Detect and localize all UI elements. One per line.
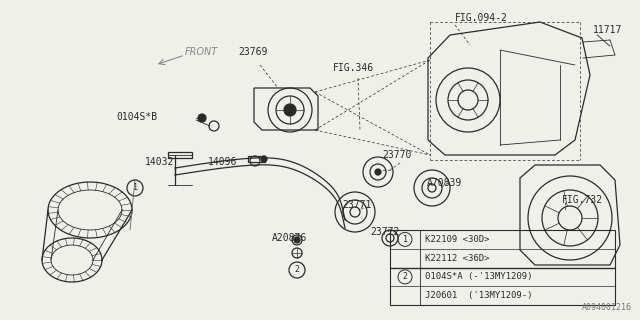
Text: 2: 2 xyxy=(294,266,300,275)
Circle shape xyxy=(261,156,267,162)
Text: FIG.346: FIG.346 xyxy=(333,63,374,73)
Text: K22109 <30D>: K22109 <30D> xyxy=(425,235,490,244)
Text: 23771: 23771 xyxy=(342,200,371,210)
Circle shape xyxy=(386,234,394,242)
Circle shape xyxy=(428,184,436,192)
Text: 2: 2 xyxy=(403,272,408,281)
Text: 23770: 23770 xyxy=(382,150,412,160)
Text: 14032: 14032 xyxy=(145,157,174,167)
Text: K22112 <36D>: K22112 <36D> xyxy=(425,254,490,263)
Text: 1: 1 xyxy=(132,183,138,193)
Text: FIG.732: FIG.732 xyxy=(562,195,603,205)
Text: A20876: A20876 xyxy=(272,233,307,243)
Text: FRONT: FRONT xyxy=(185,47,218,57)
Bar xyxy=(390,230,615,305)
Circle shape xyxy=(375,169,381,175)
Circle shape xyxy=(558,206,582,230)
Circle shape xyxy=(198,114,206,122)
Text: 11717: 11717 xyxy=(593,25,622,35)
Circle shape xyxy=(350,207,360,217)
Text: A094001216: A094001216 xyxy=(582,303,632,312)
Text: 23772: 23772 xyxy=(370,227,399,237)
Circle shape xyxy=(284,104,296,116)
Text: A70839: A70839 xyxy=(427,178,462,188)
Text: FIG.094-2: FIG.094-2 xyxy=(455,13,508,23)
Circle shape xyxy=(458,90,478,110)
Circle shape xyxy=(294,237,300,243)
Text: 23769: 23769 xyxy=(238,47,268,57)
Text: 1: 1 xyxy=(403,235,408,244)
Text: 0104S*A (-'13MY1209): 0104S*A (-'13MY1209) xyxy=(425,272,532,281)
Text: 0104S*B: 0104S*B xyxy=(116,112,157,122)
Text: 14096: 14096 xyxy=(208,157,237,167)
Text: J20601  ('13MY1209-): J20601 ('13MY1209-) xyxy=(425,291,532,300)
